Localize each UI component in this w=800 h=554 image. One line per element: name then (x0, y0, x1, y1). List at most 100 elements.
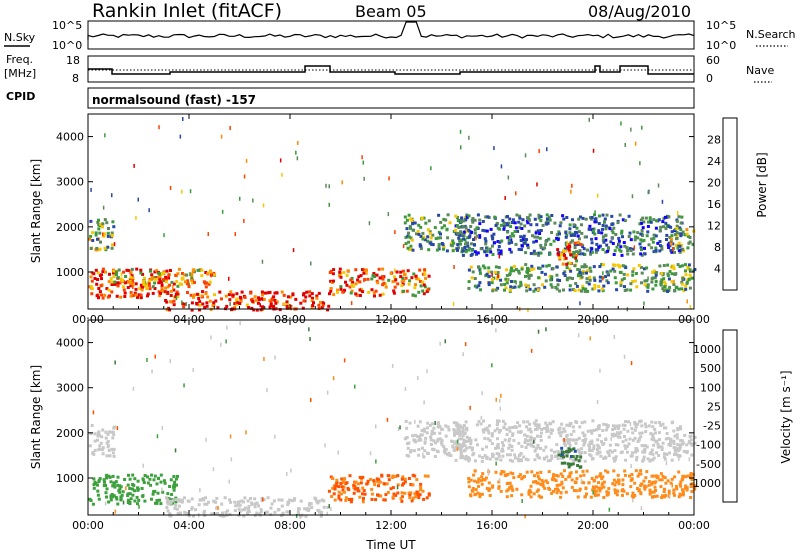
data-cell (659, 283, 663, 287)
data-cell (359, 481, 363, 485)
data-cell (618, 248, 622, 252)
data-cell (350, 276, 354, 280)
data-cell (187, 285, 191, 289)
data-cell (578, 452, 582, 456)
data-cell (617, 432, 621, 436)
data-cell (482, 430, 486, 434)
data-cell (233, 302, 237, 306)
data-cell (172, 303, 176, 307)
data-cell (536, 229, 540, 233)
data-cell (105, 454, 109, 458)
data-cell (90, 279, 94, 283)
data-cell (167, 276, 171, 280)
data-cell (469, 442, 473, 445)
data-cell (508, 217, 512, 221)
data-cell (537, 423, 541, 427)
data-cell (270, 298, 274, 301)
data-cell (556, 278, 560, 282)
data-cell (208, 299, 212, 303)
data-cell (559, 472, 563, 476)
data-cell (686, 246, 690, 250)
data-cell (495, 444, 499, 448)
data-cell (445, 249, 449, 253)
data-cell (595, 452, 599, 456)
data-cell (462, 441, 466, 445)
data-cell (446, 425, 450, 429)
data-speckle (183, 383, 185, 388)
data-speckle (299, 514, 302, 519)
data-cell (648, 218, 652, 222)
data-cell (513, 230, 517, 233)
data-cell (356, 278, 360, 282)
data-cell (580, 275, 584, 279)
data-cell (100, 293, 103, 297)
data-cell (485, 253, 489, 257)
data-cell (546, 481, 550, 485)
data-cell (670, 250, 674, 254)
data-cell (473, 479, 477, 483)
data-cell (534, 447, 538, 451)
freq-left-tick-bottom: 8 (72, 72, 79, 85)
data-cell (630, 473, 634, 476)
data-speckle (497, 274, 499, 279)
data-speckle (262, 497, 264, 502)
data-speckle (137, 197, 139, 202)
data-cell (186, 499, 190, 503)
data-speckle (564, 242, 567, 247)
data-cell (366, 479, 370, 483)
data-cell (649, 432, 653, 436)
data-cell (600, 287, 604, 291)
data-cell (417, 223, 421, 227)
data-cell (670, 477, 674, 481)
data-cell (653, 427, 657, 431)
data-cell (158, 294, 162, 298)
data-cell (169, 300, 173, 304)
data-cell (525, 219, 529, 223)
data-cell (654, 246, 658, 250)
data-cell (105, 287, 109, 291)
data-cell (588, 446, 592, 450)
data-cell (491, 432, 494, 436)
data-cell (571, 455, 575, 459)
data-cell (421, 289, 425, 293)
data-cell (110, 234, 114, 238)
data-cell (574, 489, 578, 493)
data-speckle (486, 246, 489, 251)
data-cell (142, 481, 146, 485)
data-cell (457, 428, 461, 432)
data-cell (455, 224, 459, 227)
data-cell (590, 431, 594, 435)
data-cell (573, 264, 577, 268)
data-cell (509, 250, 513, 254)
data-cell (466, 244, 470, 248)
data-cell (401, 269, 405, 273)
data-cell (457, 236, 461, 240)
data-cell (276, 508, 280, 512)
data-cell (377, 478, 381, 482)
data-cell (203, 502, 207, 506)
data-cell (667, 225, 671, 228)
data-cell (485, 246, 489, 250)
data-cell (358, 294, 362, 297)
data-cell (118, 490, 122, 494)
data-cell (112, 447, 116, 451)
data-cell (501, 454, 505, 458)
data-cell (163, 290, 167, 294)
data-cell (176, 284, 180, 288)
data-cell (479, 479, 483, 483)
data-cell (275, 291, 279, 295)
data-speckle (671, 483, 673, 488)
data-cell (680, 478, 684, 482)
data-cell (544, 279, 548, 283)
data-cell (470, 446, 474, 450)
data-cell (172, 282, 176, 286)
data-cell (655, 271, 659, 275)
data-cell (515, 487, 519, 491)
data-cell (547, 470, 551, 474)
data-cell (407, 231, 410, 235)
data-cell (591, 485, 595, 489)
freq-trace (88, 65, 694, 75)
data-cell (423, 238, 427, 242)
data-cell (123, 478, 127, 481)
